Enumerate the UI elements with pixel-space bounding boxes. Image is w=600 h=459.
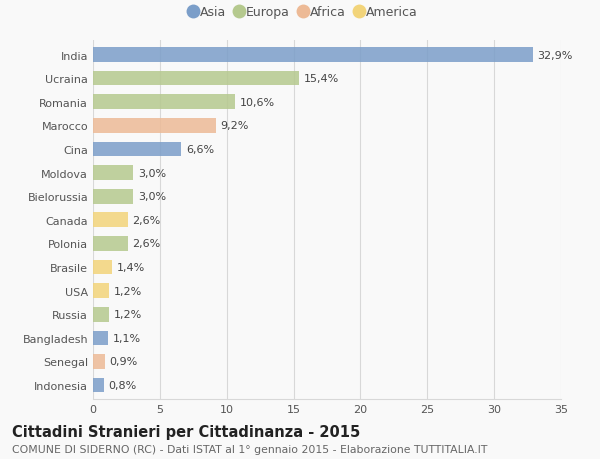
Text: 15,4%: 15,4%	[304, 74, 339, 84]
Text: 0,8%: 0,8%	[109, 380, 137, 390]
Text: 9,2%: 9,2%	[221, 121, 249, 131]
Text: 1,2%: 1,2%	[114, 309, 142, 319]
Bar	[93, 213, 128, 228]
Text: 1,1%: 1,1%	[112, 333, 140, 343]
Bar	[93, 166, 133, 180]
Text: 32,9%: 32,9%	[538, 50, 573, 61]
Bar	[93, 354, 105, 369]
Bar	[93, 95, 235, 110]
Text: 2,6%: 2,6%	[133, 215, 161, 225]
Text: 2,6%: 2,6%	[133, 239, 161, 249]
Bar	[93, 236, 128, 251]
Text: 3,0%: 3,0%	[138, 192, 166, 202]
Bar	[93, 142, 181, 157]
Text: 1,4%: 1,4%	[116, 263, 145, 273]
Text: Cittadini Stranieri per Cittadinanza - 2015: Cittadini Stranieri per Cittadinanza - 2…	[12, 425, 360, 440]
Bar	[93, 48, 533, 63]
Legend: Asia, Europa, Africa, America: Asia, Europa, Africa, America	[185, 1, 422, 24]
Bar	[93, 307, 109, 322]
Bar	[93, 284, 109, 298]
Bar	[93, 378, 104, 392]
Text: 1,2%: 1,2%	[114, 286, 142, 296]
Text: 0,9%: 0,9%	[110, 357, 138, 367]
Text: 6,6%: 6,6%	[186, 145, 214, 155]
Bar	[93, 119, 216, 134]
Text: COMUNE DI SIDERNO (RC) - Dati ISTAT al 1° gennaio 2015 - Elaborazione TUTTITALIA: COMUNE DI SIDERNO (RC) - Dati ISTAT al 1…	[12, 444, 487, 454]
Text: 3,0%: 3,0%	[138, 168, 166, 178]
Bar	[93, 331, 108, 345]
Bar	[93, 190, 133, 204]
Bar	[93, 260, 112, 275]
Bar	[93, 72, 299, 86]
Text: 10,6%: 10,6%	[239, 98, 275, 107]
